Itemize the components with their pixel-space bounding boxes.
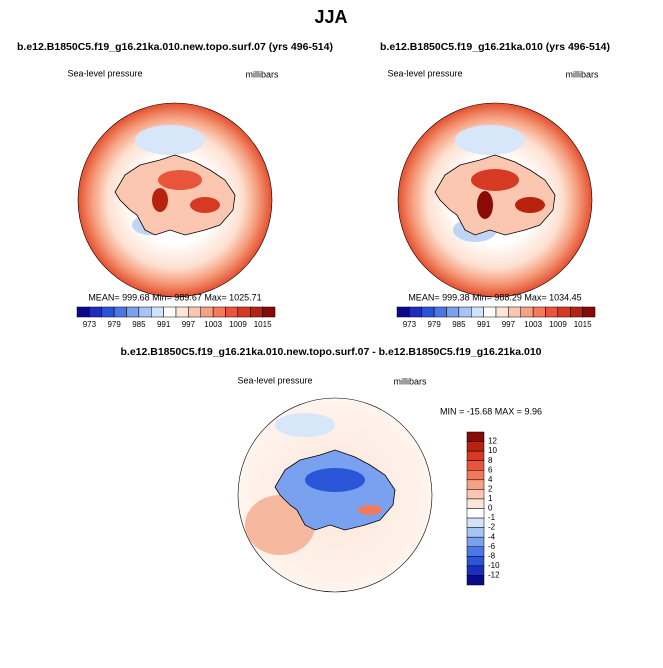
colorbar-label: 979: [107, 320, 121, 329]
colorbar-box: [225, 306, 239, 318]
colorbar-box: [466, 460, 485, 471]
left-label: Sea-level pressure: [67, 68, 142, 78]
colorbar-label: 1003: [524, 320, 542, 329]
colorbar-label: 1003: [204, 320, 222, 329]
stats: MEAN= 999.38 Min= 988.29 Max= 1034.45: [408, 292, 581, 302]
right-label: millibars: [245, 69, 279, 79]
colorbar-box: [466, 565, 485, 576]
colorbar-label: 979: [427, 320, 441, 329]
colorbar-label: 973: [83, 320, 97, 329]
colorbar-box: [113, 306, 127, 318]
colorbar-box: [175, 306, 189, 318]
colorbar-box: [466, 536, 485, 547]
colorbar-label: -10: [488, 561, 500, 570]
colorbar-box: [483, 306, 497, 318]
colorbar-label: 985: [452, 320, 466, 329]
colorbar-box: [466, 517, 485, 528]
colorbar-label: 991: [477, 320, 491, 329]
diff-stats: MIN = -15.68 MAX = 9.96: [440, 406, 542, 416]
colorbar-box: [471, 306, 484, 318]
map: [237, 397, 433, 593]
colorbar-box: [495, 306, 509, 318]
colorbar-label: -1: [488, 513, 496, 522]
colorbar-label: -2: [488, 523, 496, 532]
colorbar-box: [421, 306, 435, 318]
colorbar-box: [262, 306, 276, 318]
colorbar-box: [89, 306, 102, 318]
colorbar-label: 8: [488, 456, 493, 465]
figure-title: JJA: [314, 7, 347, 27]
colorbar-box: [466, 441, 485, 452]
colorbar-box: [532, 306, 546, 318]
diff-left-label: Sea-level pressure: [237, 375, 312, 385]
colorbar-label: 1015: [574, 320, 592, 329]
colorbar-box: [163, 306, 177, 318]
colorbar-label: 997: [502, 320, 516, 329]
colorbar-label: -8: [488, 551, 496, 560]
colorbar-box: [466, 450, 485, 461]
colorbar-label: 973: [403, 320, 417, 329]
colorbar-label: 1015: [254, 320, 272, 329]
colorbar-label: 985: [132, 320, 146, 329]
colorbar-box: [466, 489, 485, 500]
colorbar-label: -12: [488, 571, 500, 580]
colorbar-box: [508, 306, 521, 318]
panel-title: b.e12.B1850C5.f19_g16.21ka.010 (yrs 496-…: [380, 41, 610, 53]
colorbar-label: -4: [488, 532, 496, 541]
colorbar-box: [433, 306, 447, 318]
left-label: Sea-level pressure: [387, 68, 462, 78]
colorbar-box: [409, 306, 422, 318]
colorbar-label: 997: [182, 320, 196, 329]
colorbar-box: [570, 306, 583, 318]
colorbar-box: [200, 306, 214, 318]
colorbar-box: [466, 575, 485, 586]
map: [77, 102, 273, 298]
colorbar-label: 2: [488, 484, 493, 493]
colorbar-label: 6: [488, 465, 493, 474]
colorbar-box: [466, 546, 485, 557]
colorbar-label: -6: [488, 542, 496, 551]
colorbar-label: 12: [488, 437, 497, 446]
colorbar-box: [396, 306, 410, 318]
stats: MEAN= 999.68 Min= 989.67 Max= 1025.71: [88, 292, 261, 302]
colorbar-box: [458, 306, 472, 318]
diff-title: b.e12.B1850C5.f19_g16.21ka.010.new.topo.…: [120, 346, 541, 358]
colorbar-box: [520, 306, 534, 318]
colorbar-box: [466, 470, 485, 481]
diff-right-label: millibars: [393, 376, 427, 386]
colorbar-box: [466, 527, 485, 538]
colorbar-box: [212, 306, 226, 318]
colorbar-box: [466, 479, 485, 490]
colorbar-label: 1009: [229, 320, 247, 329]
right-label: millibars: [565, 69, 599, 79]
colorbar-box: [446, 306, 460, 318]
colorbar-label: 1: [488, 494, 493, 503]
colorbar-label: 991: [157, 320, 171, 329]
colorbar-box: [582, 306, 596, 318]
colorbar-box: [466, 508, 485, 519]
colorbar-box: [188, 306, 201, 318]
colorbar-label: 1009: [549, 320, 567, 329]
colorbar-label: 4: [488, 475, 493, 484]
colorbar-box: [151, 306, 164, 318]
colorbar-box: [237, 306, 251, 318]
colorbar-box: [557, 306, 571, 318]
colorbar-box: [545, 306, 559, 318]
colorbar-box: [466, 556, 485, 567]
colorbar-box: [466, 498, 485, 509]
colorbar-box: [138, 306, 152, 318]
colorbar-box: [250, 306, 263, 318]
panel-title: b.e12.B1850C5.f19_g16.21ka.010.new.topo.…: [17, 41, 333, 53]
colorbar-box: [101, 306, 115, 318]
colorbar-box: [76, 306, 90, 318]
map: [397, 102, 593, 298]
colorbar-box: [466, 431, 485, 442]
colorbar-label: 10: [488, 446, 497, 455]
colorbar-box: [126, 306, 140, 318]
colorbar-label: 0: [488, 504, 493, 513]
